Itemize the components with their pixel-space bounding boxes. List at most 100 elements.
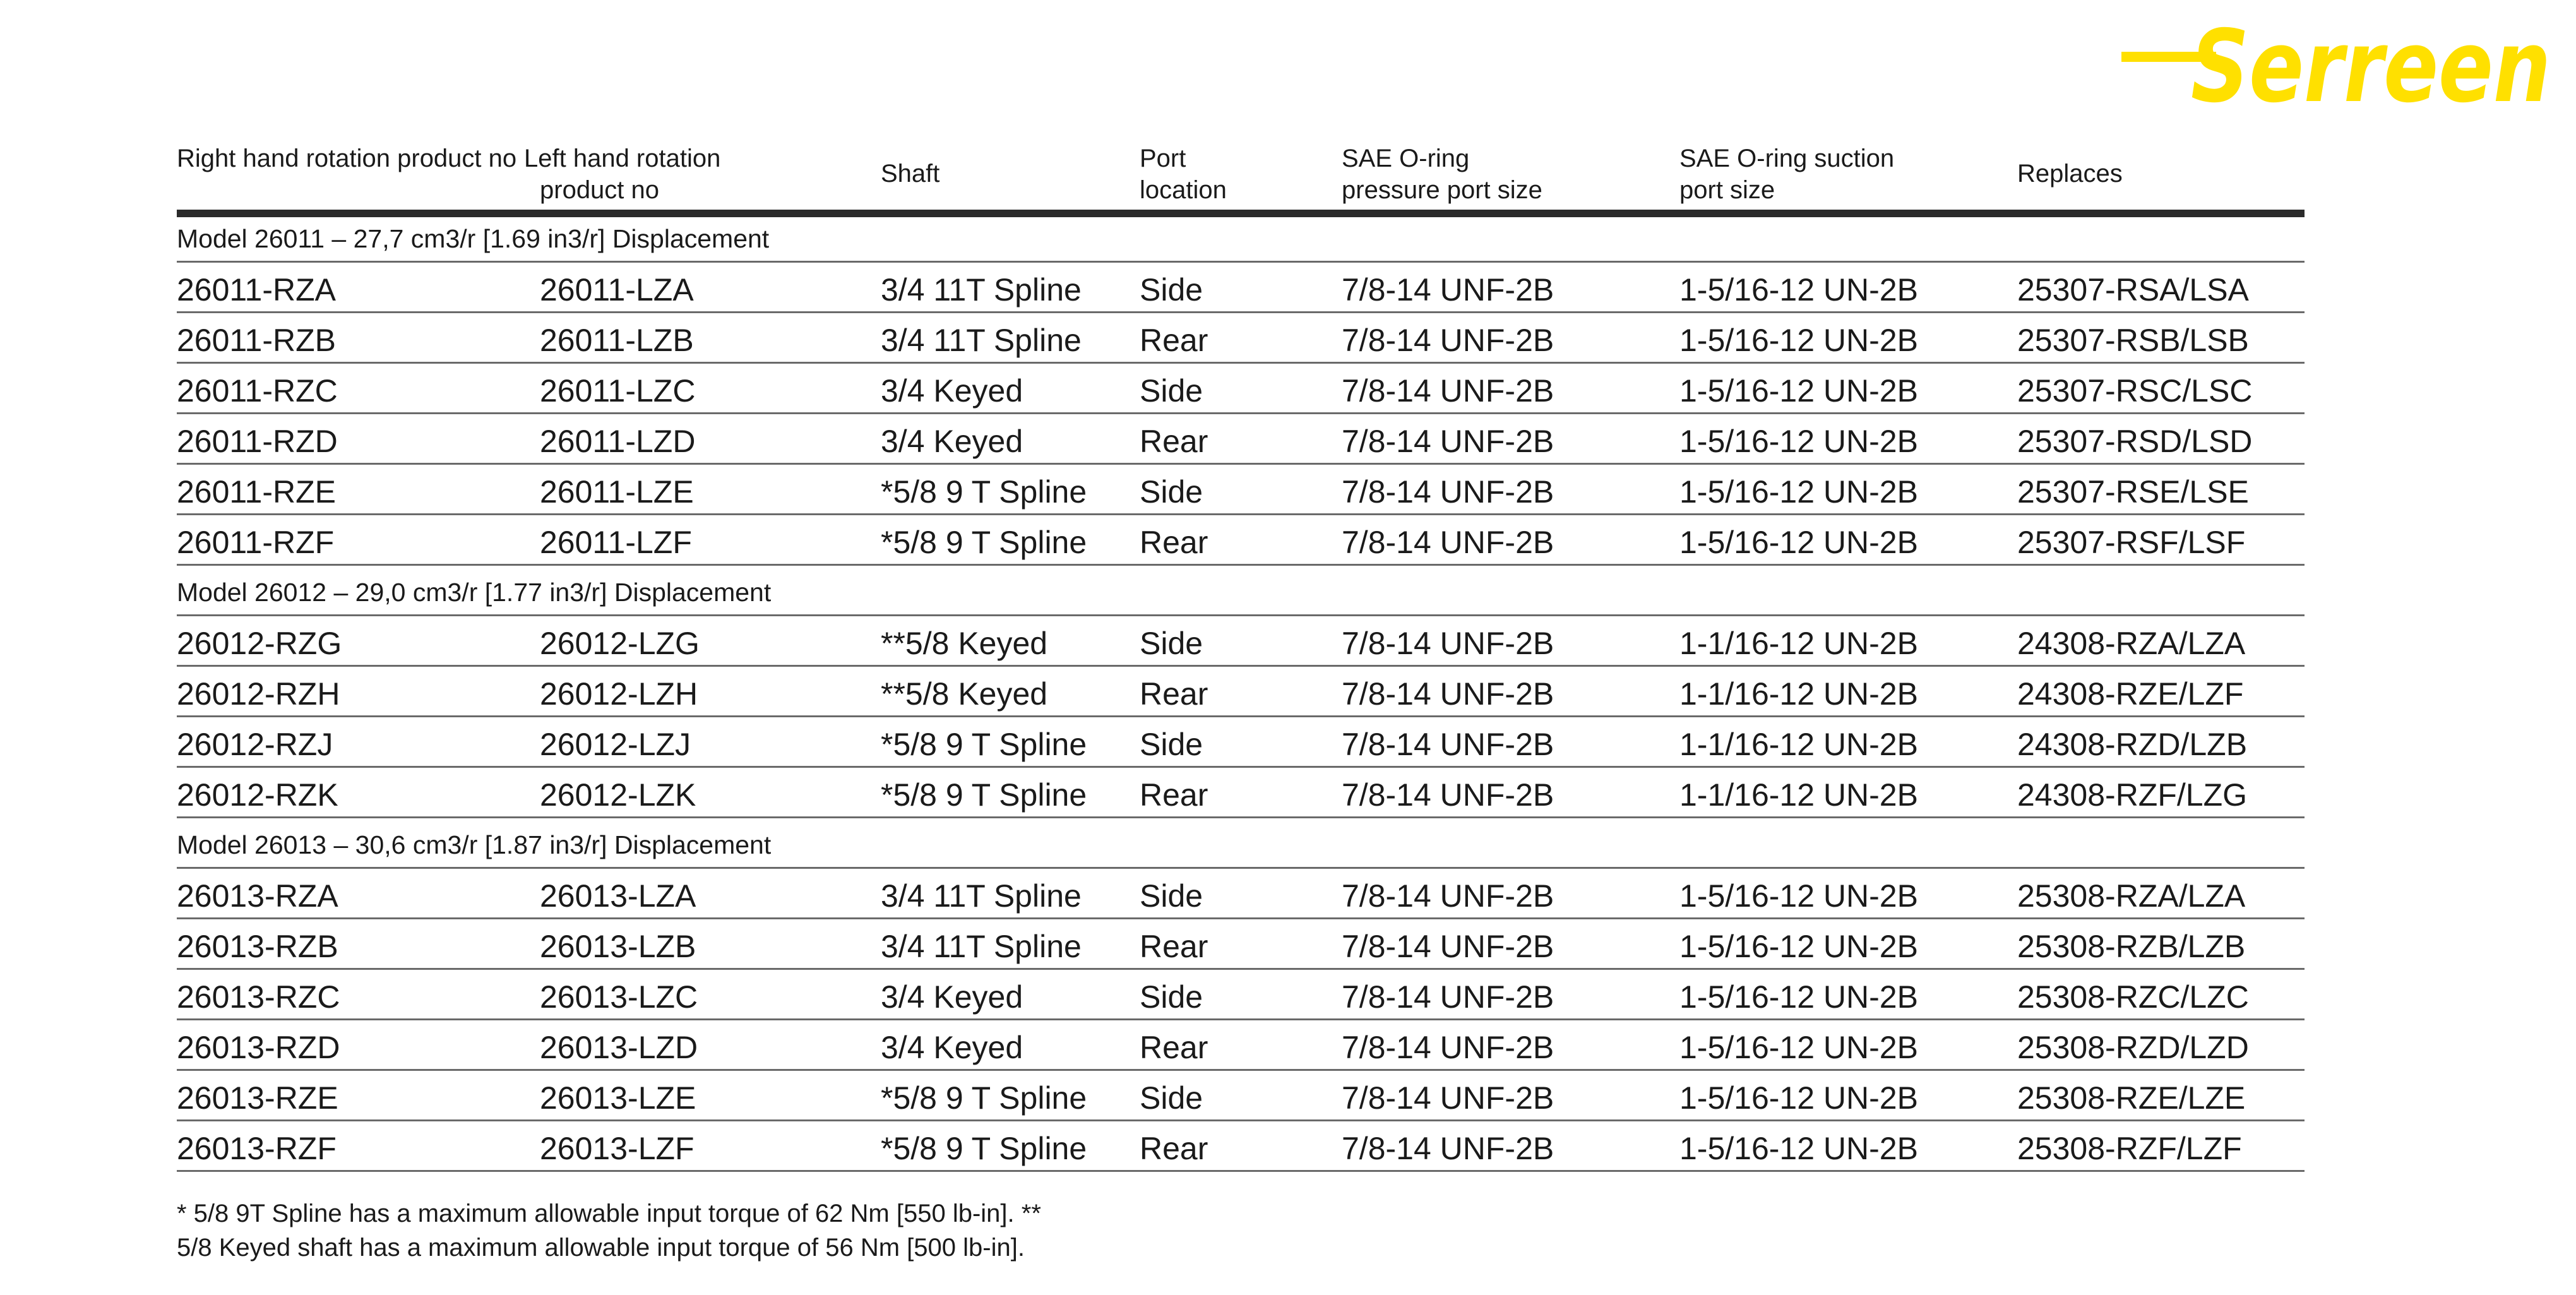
cell-right-hand-no: 26011-RZF xyxy=(177,525,335,560)
cell-suction-port: 1-1/16-12 UN-2B xyxy=(1679,727,1918,762)
header-right-hand: Right hand rotation product no xyxy=(177,145,517,172)
cell-suction-port: 1-5/16-12 UN-2B xyxy=(1679,373,1918,409)
header-suction-line1: SAE O-ring suction xyxy=(1679,145,1895,172)
cell-suction-port: 1-5/16-12 UN-2B xyxy=(1679,878,1918,914)
cell-right-hand-no: 26013-RZE xyxy=(177,1080,338,1116)
cell-right-hand-no: 26011-RZB xyxy=(177,323,336,358)
cell-left-hand-no: 26012-LZK xyxy=(540,777,696,813)
cell-left-hand-no: 26011-LZD xyxy=(540,424,696,459)
cell-pressure-port: 7/8-14 UNF-2B xyxy=(1342,1080,1554,1116)
header-port: Port location xyxy=(1140,143,1227,206)
cell-right-hand-no: 26011-RZE xyxy=(177,474,336,510)
cell-left-hand-no: 26012-LZG xyxy=(540,626,700,661)
table-row: 26011-RZE 26011-LZE *5/8 9 T Spline Side 7/8… xyxy=(177,465,2305,515)
cell-port-location: Side xyxy=(1140,626,1203,661)
cell-port-location: Side xyxy=(1140,373,1203,409)
cell-port-location: Rear xyxy=(1140,525,1208,560)
header-left-hand-line2: product no xyxy=(540,176,660,204)
cell-right-hand-no: 26012-RZH xyxy=(177,676,340,712)
header-pressure: SAE O-ring pressure port size xyxy=(1342,143,1542,206)
cell-left-hand-no: 26011-LZC xyxy=(540,373,696,409)
header-left-hand-line1: Left hand rotation xyxy=(524,143,721,174)
header-shaft: Shaft xyxy=(881,160,940,188)
cell-port-location: Side xyxy=(1140,272,1203,307)
cell-port-location: Side xyxy=(1140,979,1203,1015)
cell-right-hand-no: 26013-RZA xyxy=(177,878,338,914)
cell-right-hand-no: 26012-RZJ xyxy=(177,727,333,762)
cell-right-hand-no: 26013-RZD xyxy=(177,1030,340,1065)
header-suction: SAE O-ring suction port size xyxy=(1679,143,1894,206)
model-group: Model 26011 – 27,7 cm3/r [1.69 in3/r] Di… xyxy=(177,212,2305,566)
cell-suction-port: 1-1/16-12 UN-2B xyxy=(1679,626,1918,661)
cell-pressure-port: 7/8-14 UNF-2B xyxy=(1342,979,1554,1015)
cell-replaces: 25308-RZE/LZE xyxy=(2017,1080,2246,1116)
cell-replaces: 25307-RSC/LSC xyxy=(2017,373,2253,409)
model-group-title: Model 26013 – 30,6 cm3/r [1.87 in3/r] Di… xyxy=(177,818,2305,869)
header-divider xyxy=(177,210,2305,217)
cell-port-location: Side xyxy=(1140,1080,1203,1116)
cell-pressure-port: 7/8-14 UNF-2B xyxy=(1342,272,1554,307)
cell-replaces: 24308-RZE/LZF xyxy=(2017,676,2244,712)
cell-pressure-port: 7/8-14 UNF-2B xyxy=(1342,626,1554,661)
cell-shaft: 3/4 Keyed xyxy=(881,424,1023,459)
cell-replaces: 24308-RZA/LZA xyxy=(2017,626,2246,661)
table-row: 26011-RZA 26011-LZA 3/4 11T Spline Side 7/8-… xyxy=(177,263,2305,313)
cell-port-location: Rear xyxy=(1140,1030,1208,1065)
cell-replaces: 25307-RSB/LSB xyxy=(2017,323,2249,358)
footnote-line2: 5/8 Keyed shaft has a maximum allowable … xyxy=(177,1234,1025,1262)
cell-replaces: 25307-RSA/LSA xyxy=(2017,272,2249,307)
cell-port-location: Rear xyxy=(1140,424,1208,459)
cell-suction-port: 1-1/16-12 UN-2B xyxy=(1679,777,1918,813)
cell-suction-port: 1-5/16-12 UN-2B xyxy=(1679,979,1918,1015)
cell-suction-port: 1-5/16-12 UN-2B xyxy=(1679,424,1918,459)
cell-port-location: Side xyxy=(1140,474,1203,510)
serreen-logo-graphic: Serreen xyxy=(2121,9,2551,125)
cell-replaces: 25308-RZF/LZF xyxy=(2017,1131,2242,1166)
cell-port-location: Rear xyxy=(1140,1131,1208,1166)
cell-shaft: *5/8 9 T Spline xyxy=(881,1131,1087,1166)
table-row: 26011-RZF 26011-LZF *5/8 9 T Spline Rear 7/8… xyxy=(177,515,2305,566)
model-group-title: Model 26011 – 27,7 cm3/r [1.69 in3/r] Di… xyxy=(177,212,2305,263)
cell-shaft: **5/8 Keyed xyxy=(881,626,1048,661)
model-group-title: Model 26012 – 29,0 cm3/r [1.77 in3/r] Di… xyxy=(177,566,2305,616)
cell-replaces: 25307-RSD/LSD xyxy=(2017,424,2253,459)
cell-shaft: *5/8 9 T Spline xyxy=(881,1080,1087,1116)
model-group: Model 26012 – 29,0 cm3/r [1.77 in3/r] Di… xyxy=(177,566,2305,818)
table-row: 26013-RZD 26013-LZD 3/4 Keyed Rear 7/8-14 UN… xyxy=(177,1020,2305,1071)
cell-suction-port: 1-5/16-12 UN-2B xyxy=(1679,929,1918,964)
cell-replaces: 25308-RZB/LZB xyxy=(2017,929,2246,964)
cell-shaft: 3/4 11T Spline xyxy=(881,929,1082,964)
cell-shaft: **5/8 Keyed xyxy=(881,676,1048,712)
footnote: * 5/8 9T Spline has a maximum allowable … xyxy=(177,1197,1250,1265)
cell-pressure-port: 7/8-14 UNF-2B xyxy=(1342,727,1554,762)
cell-left-hand-no: 26012-LZJ xyxy=(540,727,691,762)
table-row: 26011-RZC 26011-LZC 3/4 Keyed Side 7/8-14 UN… xyxy=(177,364,2305,414)
cell-pressure-port: 7/8-14 UNF-2B xyxy=(1342,474,1554,510)
cell-left-hand-no: 26013-LZE xyxy=(540,1080,696,1116)
cell-right-hand-no: 26013-RZF xyxy=(177,1131,337,1166)
table-row: 26013-RZE 26013-LZE *5/8 9 T Spline Side 7/8… xyxy=(177,1071,2305,1121)
cell-shaft: *5/8 9 T Spline xyxy=(881,474,1087,510)
cell-shaft: 3/4 Keyed xyxy=(881,373,1023,409)
table-row: 26013-RZA 26013-LZA 3/4 11T Spline Side 7/8-… xyxy=(177,869,2305,919)
cell-replaces: 24308-RZF/LZG xyxy=(2017,777,2248,813)
cell-left-hand-no: 26013-LZB xyxy=(540,929,696,964)
cell-left-hand-no: 26011-LZB xyxy=(540,323,694,358)
cell-replaces: 25308-RZD/LZD xyxy=(2017,1030,2249,1065)
cell-right-hand-no: 26013-RZC xyxy=(177,979,340,1015)
cell-suction-port: 1-5/16-12 UN-2B xyxy=(1679,1030,1918,1065)
svg-text:Serreen: Serreen xyxy=(2191,13,2551,114)
cell-port-location: Side xyxy=(1140,878,1203,914)
header-port-line2: location xyxy=(1140,176,1227,204)
cell-suction-port: 1-5/16-12 UN-2B xyxy=(1679,1080,1918,1116)
table-row: 26012-RZG 26012-LZG **5/8 Keyed Side 7/8-14 … xyxy=(177,616,2305,667)
table-row: 26011-RZD 26011-LZD 3/4 Keyed Rear 7/8-14 UN… xyxy=(177,414,2305,465)
product-table: Right hand rotation product no Left hand… xyxy=(177,139,2305,1172)
header-pressure-line1: SAE O-ring xyxy=(1342,145,1470,172)
serreen-logo: Serreen xyxy=(2121,9,2557,125)
cell-shaft: 3/4 11T Spline xyxy=(881,878,1082,914)
cell-suction-port: 1-5/16-12 UN-2B xyxy=(1679,323,1918,358)
cell-replaces: 25307-RSE/LSE xyxy=(2017,474,2249,510)
cell-suction-port: 1-1/16-12 UN-2B xyxy=(1679,676,1918,712)
cell-left-hand-no: 26013-LZF xyxy=(540,1131,695,1166)
